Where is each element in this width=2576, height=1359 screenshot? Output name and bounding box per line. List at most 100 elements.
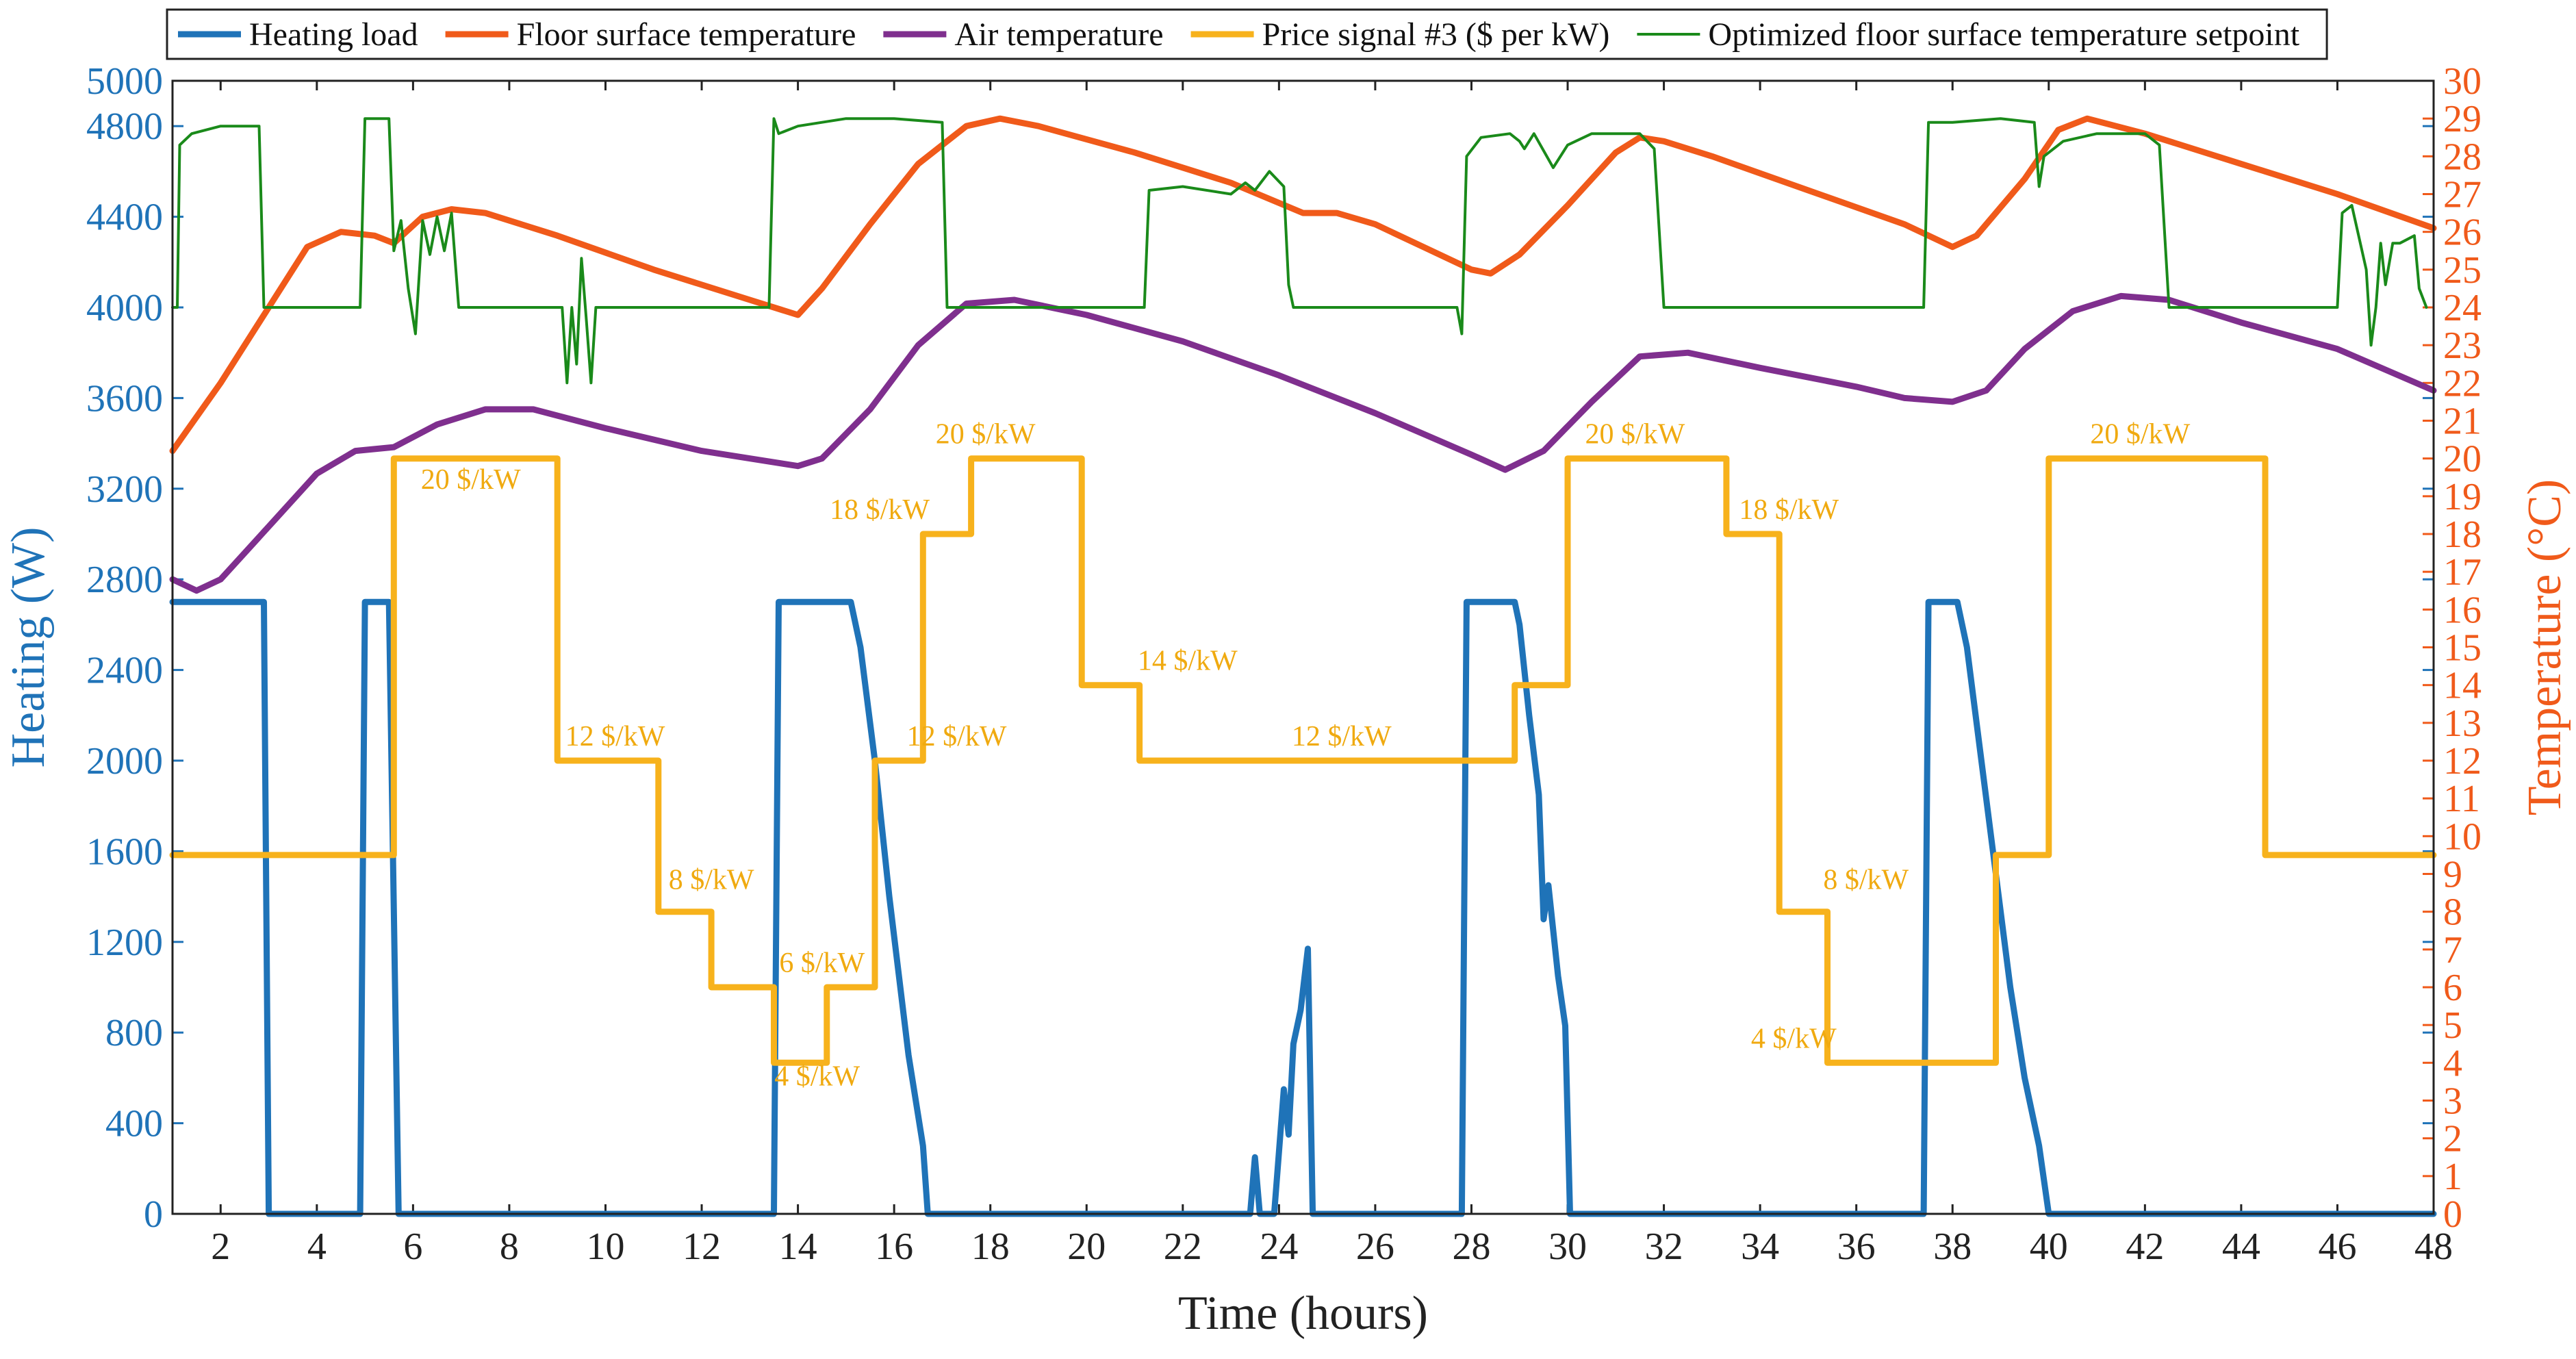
y-right-tick-label: 14: [2443, 665, 2482, 707]
series-group: [169, 115, 2437, 1217]
legend-entry-label: Price signal #3 ($ per kW): [1262, 16, 1610, 53]
x-tick-label: 38: [1933, 1225, 1972, 1268]
x-tick-label: 4: [307, 1225, 327, 1268]
price-annotation-label: 6 $/kW: [779, 948, 865, 979]
y-right-tick-label: 3: [2443, 1080, 2462, 1123]
y-left-tick-label: 3600: [86, 377, 163, 420]
price-annotation-label: 12 $/kW: [565, 721, 665, 752]
price-annotation-label: 8 $/kW: [669, 865, 754, 896]
x-tick-label: 28: [1452, 1225, 1490, 1268]
x-tick-label: 6: [403, 1225, 422, 1268]
y-left-tick-label: 2000: [86, 740, 163, 783]
x-tick-label: 32: [1645, 1225, 1683, 1268]
price-annotations-group: 20 $/kW 12 $/kW 8 $/kW 6 $/kW 4 $/kW 18 $/kW 2…: [421, 419, 2191, 1093]
y-right-tick-label: 25: [2443, 249, 2482, 292]
y-right-tick-label: 1: [2443, 1156, 2462, 1198]
y-right-tick-label: 30: [2443, 60, 2482, 103]
y-right-tick-label: 15: [2443, 627, 2482, 670]
y-left-tick-label: 2800: [86, 559, 163, 601]
series-line-optimized-floor-surface-temperature-setpoint: [171, 117, 2428, 385]
price-annotation-label: 8 $/kW: [1823, 865, 1909, 896]
y-right-tick-label: 4: [2443, 1042, 2462, 1084]
price-annotation-label: 4 $/kW: [774, 1060, 860, 1092]
y-right-tick-label: 6: [2443, 967, 2462, 1009]
y-right-tick-label: 9: [2443, 854, 2462, 896]
y-left-tick-label: 3200: [86, 468, 163, 511]
axis-ticks-group: 2 4 6 8 10 12 14 16 18 20 22 24 26 28 30 32 34 36 38 40 42 44…: [86, 60, 2482, 1268]
x-tick-label: 12: [683, 1225, 721, 1268]
price-annotation-label: 12 $/kW: [907, 721, 1007, 752]
x-tick-label: 22: [1164, 1225, 1202, 1268]
y-left-tick-label: 4000: [86, 287, 163, 329]
series-line-floor-surface-temperature: [169, 115, 2437, 455]
x-tick-label: 34: [1741, 1225, 1779, 1268]
series-line-air-temperature: [169, 292, 2437, 594]
price-annotation-label: 20 $/kW: [1585, 419, 1685, 450]
price-annotation-label: 4 $/kW: [1751, 1023, 1837, 1054]
y-right-tick-label: 5: [2443, 1004, 2462, 1047]
y-right-tick-label: 17: [2443, 551, 2482, 594]
x-tick-label: 20: [1067, 1225, 1106, 1268]
x-tick-label: 36: [1837, 1225, 1876, 1268]
price-annotation-label: 18 $/kW: [1739, 494, 1839, 526]
price-annotation-label: 12 $/kW: [1292, 721, 1392, 752]
y-left-tick-label: 800: [105, 1012, 163, 1054]
x-tick-label: 10: [586, 1225, 624, 1268]
x-axis-label: Time (hours): [1178, 1287, 1428, 1340]
x-tick-label: 30: [1548, 1225, 1587, 1268]
price-annotation-label: 14 $/kW: [1138, 646, 1238, 677]
x-tick-label: 2: [211, 1225, 230, 1268]
y-right-tick-label: 24: [2443, 287, 2482, 329]
y-right-tick-label: 27: [2443, 174, 2482, 216]
y-left-tick-label: 1600: [86, 830, 163, 873]
x-tick-label: 16: [875, 1225, 913, 1268]
y-right-tick-label: 22: [2443, 362, 2482, 405]
x-tick-label: 8: [500, 1225, 519, 1268]
y-left-tick-label: 5000: [86, 60, 163, 103]
y-right-tick-label: 18: [2443, 513, 2482, 556]
y-left-tick-label: 4800: [86, 105, 163, 148]
y-right-tick-label: 7: [2443, 929, 2462, 971]
legend-entry-label: Optimized floor surface temperature setp…: [1708, 16, 2299, 53]
y-left-tick-label: 4400: [86, 196, 163, 239]
y-right-tick-label: 2: [2443, 1118, 2462, 1160]
legend-entry-label: Air temperature: [954, 16, 1163, 53]
y-axis-left-label: Heating (W): [2, 527, 55, 768]
y-left-tick-label: 400: [105, 1103, 163, 1145]
y-right-tick-label: 12: [2443, 740, 2482, 783]
plot-frame: [171, 79, 2435, 1215]
y-right-tick-label: 21: [2443, 401, 2482, 443]
series-line-price-signal-3-per-kw: [169, 455, 2437, 1066]
price-annotation-label: 18 $/kW: [830, 494, 930, 526]
y-right-tick-label: 26: [2443, 212, 2482, 254]
legend-entry-label: Heating load: [249, 16, 418, 53]
y-left-tick-label: 1200: [86, 922, 163, 964]
series-line-heating-load: [169, 598, 2437, 1217]
y-right-tick-label: 19: [2443, 476, 2482, 518]
y-right-tick-label: 10: [2443, 815, 2482, 858]
x-tick-label: 26: [1356, 1225, 1394, 1268]
x-tick-label: 42: [2126, 1225, 2164, 1268]
y-right-tick-label: 8: [2443, 891, 2462, 934]
y-right-tick-label: 13: [2443, 702, 2482, 745]
price-annotation-label: 20 $/kW: [2090, 419, 2190, 450]
x-tick-label: 40: [2030, 1225, 2068, 1268]
y-right-tick-label: 29: [2443, 98, 2482, 140]
x-tick-label: 46: [2318, 1225, 2356, 1268]
y-left-tick-label: 2400: [86, 650, 163, 692]
x-tick-label: 18: [971, 1225, 1010, 1268]
y-right-tick-label: 0: [2443, 1193, 2462, 1236]
y-right-tick-label: 20: [2443, 438, 2482, 481]
y-right-tick-label: 28: [2443, 136, 2482, 178]
x-tick-label: 24: [1260, 1225, 1298, 1268]
y-right-tick-label: 16: [2443, 589, 2482, 631]
y-right-tick-label: 11: [2443, 778, 2480, 820]
legend-entry-label: Floor surface temperature: [517, 16, 856, 53]
y-axis-right-label: Temperature (°C): [2518, 479, 2571, 815]
price-annotation-label: 20 $/kW: [421, 464, 521, 496]
y-left-tick-label: 0: [144, 1193, 163, 1236]
legend: Heating load Floor surface temperature Air…: [166, 8, 2328, 60]
